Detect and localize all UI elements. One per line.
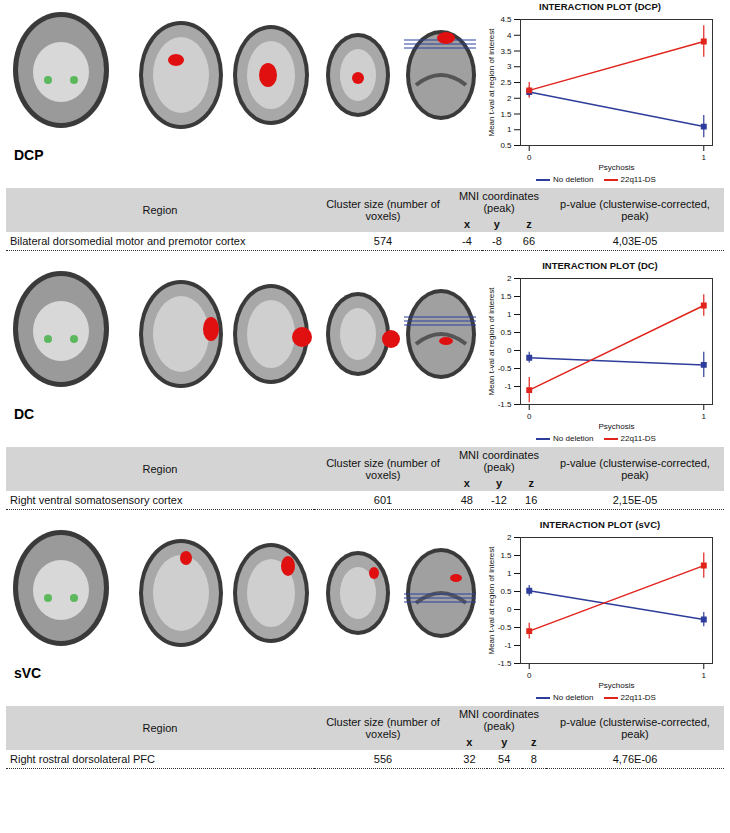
svg-text:1: 1 (702, 153, 707, 162)
html-text:x: x (463, 218, 470, 230)
html-text:54: 54 (498, 753, 511, 765)
html-text:8: 8 (530, 753, 537, 765)
svg-text:1.5: 1.5 (500, 292, 512, 301)
html-text:No deletion: No deletion (553, 693, 594, 702)
html-text:x: x (466, 736, 473, 748)
svg-text:0.5: 0.5 (500, 328, 512, 337)
svg-text:-0.5: -0.5 (498, 364, 512, 373)
html-text:22q11-DS: 22q11-DS (620, 434, 656, 443)
svg-text:4: 4 (507, 31, 512, 40)
html-text:48: 48 (460, 494, 473, 506)
svg-text:1.5: 1.5 (500, 110, 512, 119)
html-text:22q11-DS: 22q11-DS (620, 175, 656, 184)
html-text:y: y (501, 736, 508, 748)
svg-text:2.5: 2.5 (500, 78, 512, 87)
html-text:y: y (493, 218, 500, 230)
svg-text:-1.5: -1.5 (498, 400, 512, 409)
svg-text:Psychosis: Psychosis (598, 422, 634, 431)
html-text:-4: -4 (462, 235, 472, 247)
svg-text:0: 0 (507, 346, 512, 355)
html-text:556: 556 (373, 753, 393, 765)
html-text:16: 16 (525, 494, 538, 506)
html-text:z: z (526, 218, 532, 230)
html-text:p-value (clusterwise-corrected: p-value (clusterwise-corrected, peak) (560, 716, 710, 740)
svg-text:3: 3 (507, 62, 512, 71)
html-text:y: y (495, 477, 502, 489)
svg-text:3.5: 3.5 (500, 47, 512, 56)
svg-text:Mean t-val at region of intere: Mean t-val at region of interest (487, 546, 496, 655)
html-text:4,76E-06: 4,76E-06 (612, 753, 658, 765)
svg-text:-0.5: -0.5 (498, 623, 512, 632)
svg-text:2: 2 (507, 533, 512, 542)
svg-text:1: 1 (507, 310, 512, 319)
html-text:Bilateral dorsomedial motor an: Bilateral dorsomedial motor and premotor… (10, 235, 246, 247)
svg-text:sVC: sVC (14, 665, 41, 681)
svg-text:Mean t-val at region of intere: Mean t-val at region of interest (487, 287, 496, 396)
html-text:INTERACTION PLOT (DC): INTERACTION PLOT (DC) (542, 260, 658, 271)
svg-text:2: 2 (507, 94, 512, 103)
html-text:Right rostral dorsolateral PFC: Right rostral dorsolateral PFC (10, 753, 155, 765)
svg-text:0: 0 (527, 153, 532, 162)
html-text:p-value (clusterwise-corrected: p-value (clusterwise-corrected, peak) (560, 198, 710, 222)
svg-text:1: 1 (702, 412, 707, 421)
html-text:Region: Region (142, 722, 178, 734)
svg-text:0.5: 0.5 (500, 141, 512, 150)
html-text:4,03E-05: 4,03E-05 (612, 235, 658, 247)
svg-text:1: 1 (507, 569, 512, 578)
svg-text:Mean t-val at region of intere: Mean t-val at region of interest (487, 28, 496, 137)
svg-text:DC: DC (14, 406, 34, 422)
html-text:Region: Region (142, 463, 178, 475)
html-text:32: 32 (463, 753, 476, 765)
html-text:INTERACTION PLOT (DCP): INTERACTION PLOT (DCP) (539, 1, 661, 12)
svg-text:4.5: 4.5 (500, 15, 512, 24)
svg-text:0: 0 (527, 671, 532, 680)
svg-text:1: 1 (702, 671, 707, 680)
html-text:MNI coordinates (peak): MNI coordinates (peak) (459, 190, 539, 214)
html-text:No deletion: No deletion (553, 434, 594, 443)
html-text:Cluster size (number of voxels: Cluster size (number of voxels) (326, 716, 440, 740)
html-text:z: z (531, 736, 537, 748)
html-text:2,15E-05: 2,15E-05 (612, 494, 658, 506)
svg-text:-1.5: -1.5 (498, 659, 512, 668)
svg-text:1: 1 (507, 125, 512, 134)
html-text:No deletion: No deletion (553, 175, 594, 184)
svg-text:Psychosis: Psychosis (598, 681, 634, 690)
svg-text:DCP: DCP (14, 147, 44, 163)
svg-text:Psychosis: Psychosis (598, 163, 634, 172)
html-text:Right ventral somatosensory co: Right ventral somatosensory cortex (10, 494, 183, 506)
html-text:574: 574 (373, 235, 393, 247)
svg-text:1.5: 1.5 (500, 551, 512, 560)
html-text:MNI coordinates (peak): MNI coordinates (peak) (459, 449, 539, 473)
svg-text:0: 0 (507, 605, 512, 614)
html-text:66: 66 (522, 235, 536, 247)
html-text:Cluster size (number of voxels: Cluster size (number of voxels) (326, 198, 440, 222)
html-text:x: x (463, 477, 470, 489)
svg-text:-1: -1 (504, 641, 512, 650)
svg-text:2: 2 (507, 274, 512, 283)
html-text:INTERACTION PLOT (sVC): INTERACTION PLOT (sVC) (539, 519, 661, 530)
svg-text:-1: -1 (504, 382, 512, 391)
html-text:MNI coordinates (peak): MNI coordinates (peak) (459, 708, 539, 732)
html-text:-8: -8 (492, 235, 502, 247)
html-text:z: z (528, 477, 534, 489)
html-text:22q11-DS: 22q11-DS (620, 693, 656, 702)
html-text:Region: Region (142, 204, 178, 216)
html-text:p-value (clusterwise-corrected: p-value (clusterwise-corrected, peak) (560, 457, 710, 481)
html-text:Cluster size (number of voxels: Cluster size (number of voxels) (326, 457, 440, 481)
html-text:-12: -12 (491, 494, 507, 506)
svg-text:0: 0 (527, 412, 532, 421)
svg-text:0.5: 0.5 (500, 587, 512, 596)
html-text:601: 601 (373, 494, 393, 506)
